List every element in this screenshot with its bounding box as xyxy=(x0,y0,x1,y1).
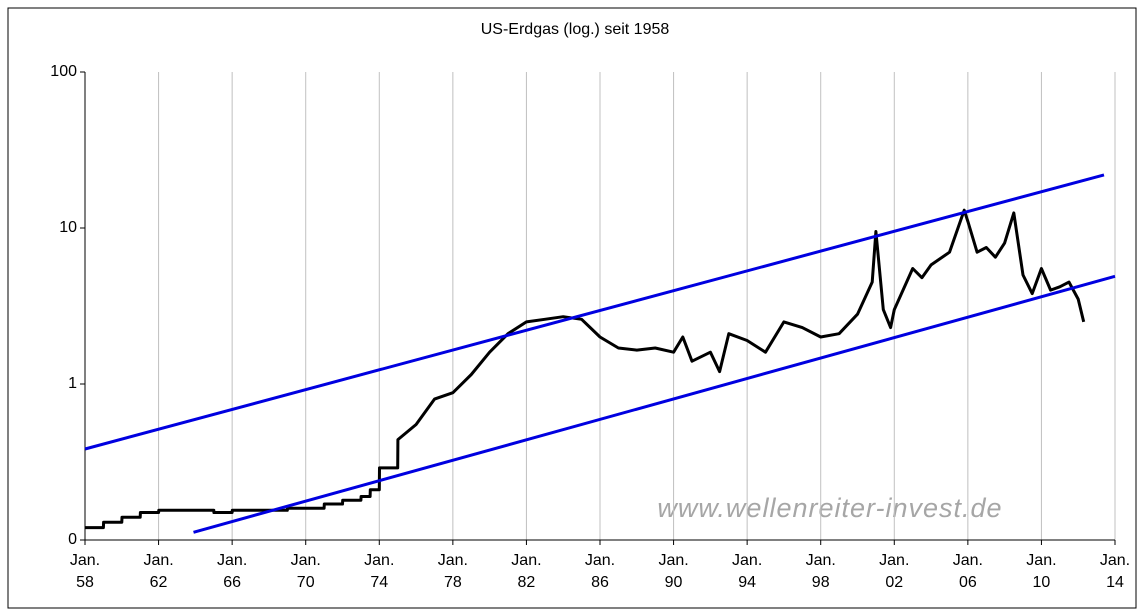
y-tick-label: 10 xyxy=(59,219,77,236)
x-tick-label: Jan. 78 xyxy=(437,552,468,591)
y-tick-label: 100 xyxy=(50,63,77,80)
chart-title: US-Erdgas (log.) seit 1958 xyxy=(481,21,670,38)
x-tick-label: Jan. 02 xyxy=(879,552,910,591)
x-tick-label: Jan. 82 xyxy=(511,552,542,591)
frame xyxy=(7,7,1137,609)
data-line xyxy=(193,274,1116,534)
watermark: www.wellenreiter-invest.de xyxy=(657,493,1002,523)
x-tick-label: Jan. 86 xyxy=(584,552,616,591)
x-tick-label: Jan. 74 xyxy=(364,552,395,591)
x-tick-label: Jan. 06 xyxy=(952,552,983,591)
x-tick-label: Jan. 98 xyxy=(805,552,836,591)
x-tick-label: Jan. 14 xyxy=(1099,552,1131,591)
x-tick-label: Jan. 90 xyxy=(658,552,689,591)
x-tick-label: Jan. 70 xyxy=(290,552,321,591)
x-tick-label: Jan. 66 xyxy=(217,552,248,591)
data-line xyxy=(85,208,1086,530)
x-tick-label: Jan. 94 xyxy=(732,552,763,591)
data-line xyxy=(84,173,1105,451)
x-tick-label: Jan. 10 xyxy=(1026,552,1057,591)
x-tick-label: Jan. 62 xyxy=(143,552,174,591)
y-tick-label: 1 xyxy=(68,375,77,392)
y-tick-label: 0 xyxy=(68,531,77,548)
x-tick-label: Jan. 58 xyxy=(69,552,101,591)
